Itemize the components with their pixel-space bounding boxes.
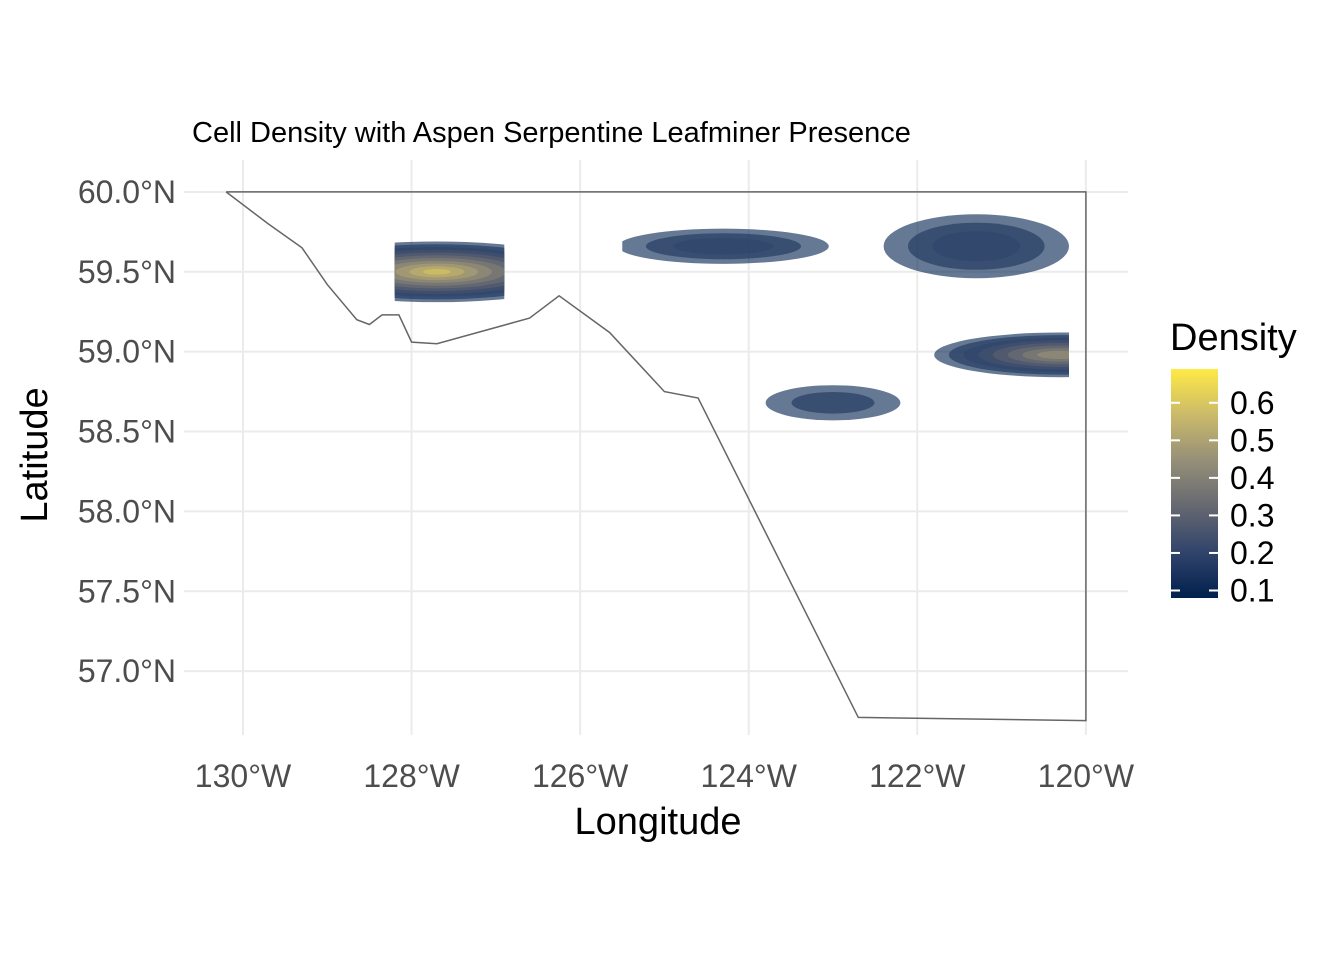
y-tick-label: 58.0°N bbox=[78, 493, 176, 529]
legend-colorbar bbox=[1171, 369, 1218, 598]
x-tick-label: 128°W bbox=[363, 758, 460, 794]
density-hotspot bbox=[765, 385, 901, 421]
legend-tick-label: 0.3 bbox=[1230, 497, 1274, 533]
x-tick-label: 122°W bbox=[869, 758, 966, 794]
legend: Density 0.60.50.40.30.20.1 bbox=[1170, 317, 1297, 608]
x-tick-label: 126°W bbox=[532, 758, 629, 794]
y-tick-label: 57.0°N bbox=[78, 653, 176, 689]
x-axis-ticks: 130°W 128°W 126°W 124°W 122°W 120°W bbox=[195, 758, 1135, 794]
density-hotspot bbox=[622, 228, 829, 264]
density-hotspot bbox=[934, 332, 1070, 378]
density-contour-level bbox=[1037, 350, 1070, 360]
y-axis-title: Latitude bbox=[14, 387, 56, 522]
legend-ticks: 0.60.50.40.30.20.1 bbox=[1171, 385, 1274, 608]
x-tick-label: 130°W bbox=[195, 758, 292, 794]
legend-tick-label: 0.5 bbox=[1230, 422, 1274, 458]
legend-tick-label: 0.4 bbox=[1230, 460, 1274, 496]
density-hotspot bbox=[883, 214, 1069, 279]
density-contour-level bbox=[791, 391, 875, 414]
x-axis-title: Longitude bbox=[575, 801, 742, 843]
y-axis-ticks: 60.0°N 59.5°N 59.0°N 58.5°N 58.0°N 57.5°N 57.0… bbox=[78, 174, 176, 689]
y-tick-label: 60.0°N bbox=[78, 174, 176, 210]
chart-title: Cell Density with Aspen Serpentine Leafm… bbox=[192, 117, 911, 149]
density-contour-level bbox=[423, 269, 451, 275]
density-contour-level bbox=[673, 237, 774, 255]
y-tick-label: 59.5°N bbox=[78, 254, 176, 290]
legend-tick-label: 0.6 bbox=[1230, 385, 1274, 421]
legend-tick-label: 0.2 bbox=[1230, 535, 1274, 571]
density-contour-level bbox=[932, 231, 1021, 262]
density-hotspot bbox=[394, 241, 505, 303]
legend-title: Density bbox=[1170, 317, 1297, 359]
density-contours bbox=[394, 214, 1070, 421]
y-tick-label: 58.5°N bbox=[78, 414, 176, 450]
y-tick-label: 59.0°N bbox=[78, 334, 176, 370]
boundary-outline bbox=[225, 191, 1087, 722]
x-tick-label: 124°W bbox=[701, 758, 798, 794]
x-tick-label: 120°W bbox=[1038, 758, 1135, 794]
region-boundary bbox=[225, 191, 1087, 722]
legend-tick-label: 0.1 bbox=[1230, 572, 1274, 608]
y-tick-label: 57.5°N bbox=[78, 573, 176, 609]
